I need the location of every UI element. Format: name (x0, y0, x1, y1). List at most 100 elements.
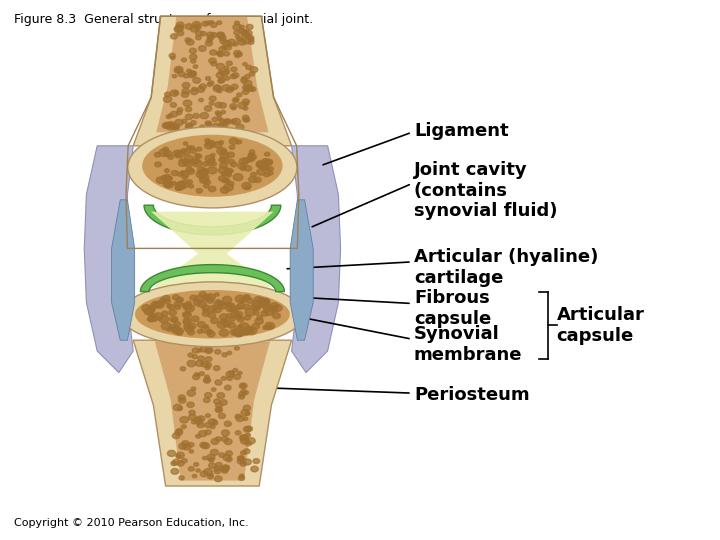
Circle shape (245, 186, 250, 190)
Circle shape (163, 151, 172, 157)
Circle shape (175, 119, 183, 126)
Circle shape (215, 403, 222, 408)
Circle shape (184, 312, 188, 316)
Circle shape (242, 38, 251, 44)
Circle shape (178, 407, 182, 410)
Circle shape (168, 177, 172, 180)
Circle shape (207, 298, 214, 303)
Circle shape (225, 179, 230, 183)
Circle shape (207, 83, 212, 86)
Circle shape (214, 301, 223, 308)
Circle shape (224, 184, 233, 191)
Circle shape (170, 111, 178, 117)
Circle shape (240, 384, 245, 387)
Circle shape (169, 325, 177, 330)
Circle shape (194, 417, 202, 423)
Polygon shape (133, 340, 292, 486)
Circle shape (224, 66, 229, 70)
Circle shape (208, 419, 216, 424)
Circle shape (203, 325, 208, 328)
Circle shape (196, 434, 201, 438)
Circle shape (168, 310, 176, 315)
Circle shape (192, 420, 196, 424)
Circle shape (217, 301, 224, 306)
Circle shape (205, 77, 210, 80)
Circle shape (207, 38, 212, 43)
Circle shape (185, 312, 190, 315)
Circle shape (220, 71, 228, 76)
Circle shape (222, 178, 229, 183)
Circle shape (177, 181, 185, 187)
Circle shape (217, 52, 222, 56)
Circle shape (248, 36, 253, 39)
Circle shape (178, 71, 185, 77)
Circle shape (215, 293, 219, 296)
Circle shape (229, 371, 234, 375)
Circle shape (181, 458, 187, 463)
Circle shape (193, 65, 198, 69)
Circle shape (245, 309, 255, 316)
Circle shape (179, 160, 186, 166)
Circle shape (235, 21, 240, 25)
Circle shape (205, 357, 212, 362)
Circle shape (205, 366, 210, 369)
Circle shape (226, 457, 232, 462)
Circle shape (215, 407, 222, 413)
Circle shape (204, 422, 212, 428)
Circle shape (149, 317, 154, 321)
Circle shape (197, 416, 205, 422)
Circle shape (246, 30, 252, 36)
Circle shape (207, 455, 215, 461)
Circle shape (220, 152, 229, 159)
Circle shape (174, 322, 181, 326)
Circle shape (204, 375, 210, 379)
Circle shape (189, 450, 194, 453)
Circle shape (199, 84, 207, 89)
Circle shape (175, 66, 183, 72)
Circle shape (173, 460, 180, 465)
Circle shape (239, 29, 246, 33)
Circle shape (251, 466, 258, 472)
Circle shape (238, 395, 245, 399)
Circle shape (207, 160, 211, 164)
Circle shape (176, 150, 185, 157)
Circle shape (178, 395, 185, 400)
Circle shape (174, 91, 179, 94)
Circle shape (180, 180, 189, 188)
Circle shape (200, 125, 204, 129)
Circle shape (204, 430, 211, 435)
Circle shape (225, 302, 231, 307)
Circle shape (221, 376, 226, 380)
Circle shape (148, 312, 153, 315)
Circle shape (171, 326, 181, 333)
Circle shape (220, 150, 227, 154)
Circle shape (220, 187, 229, 193)
Circle shape (208, 457, 214, 462)
Circle shape (186, 107, 192, 112)
Circle shape (167, 305, 171, 308)
Circle shape (183, 319, 192, 325)
Circle shape (237, 37, 243, 42)
Circle shape (144, 308, 154, 315)
Circle shape (198, 170, 205, 175)
Circle shape (201, 168, 209, 174)
Circle shape (197, 422, 204, 428)
Circle shape (164, 169, 169, 172)
Circle shape (207, 162, 212, 166)
Circle shape (183, 303, 192, 310)
Circle shape (253, 301, 262, 308)
Circle shape (222, 85, 230, 91)
Circle shape (207, 32, 215, 38)
Circle shape (188, 467, 194, 471)
Circle shape (217, 21, 222, 24)
Circle shape (228, 181, 234, 186)
Circle shape (186, 180, 192, 184)
Circle shape (255, 318, 264, 324)
Circle shape (171, 171, 179, 176)
Circle shape (246, 426, 253, 431)
Ellipse shape (127, 127, 297, 208)
Circle shape (174, 26, 182, 32)
Circle shape (218, 123, 224, 127)
Circle shape (247, 156, 254, 162)
Circle shape (197, 154, 202, 158)
